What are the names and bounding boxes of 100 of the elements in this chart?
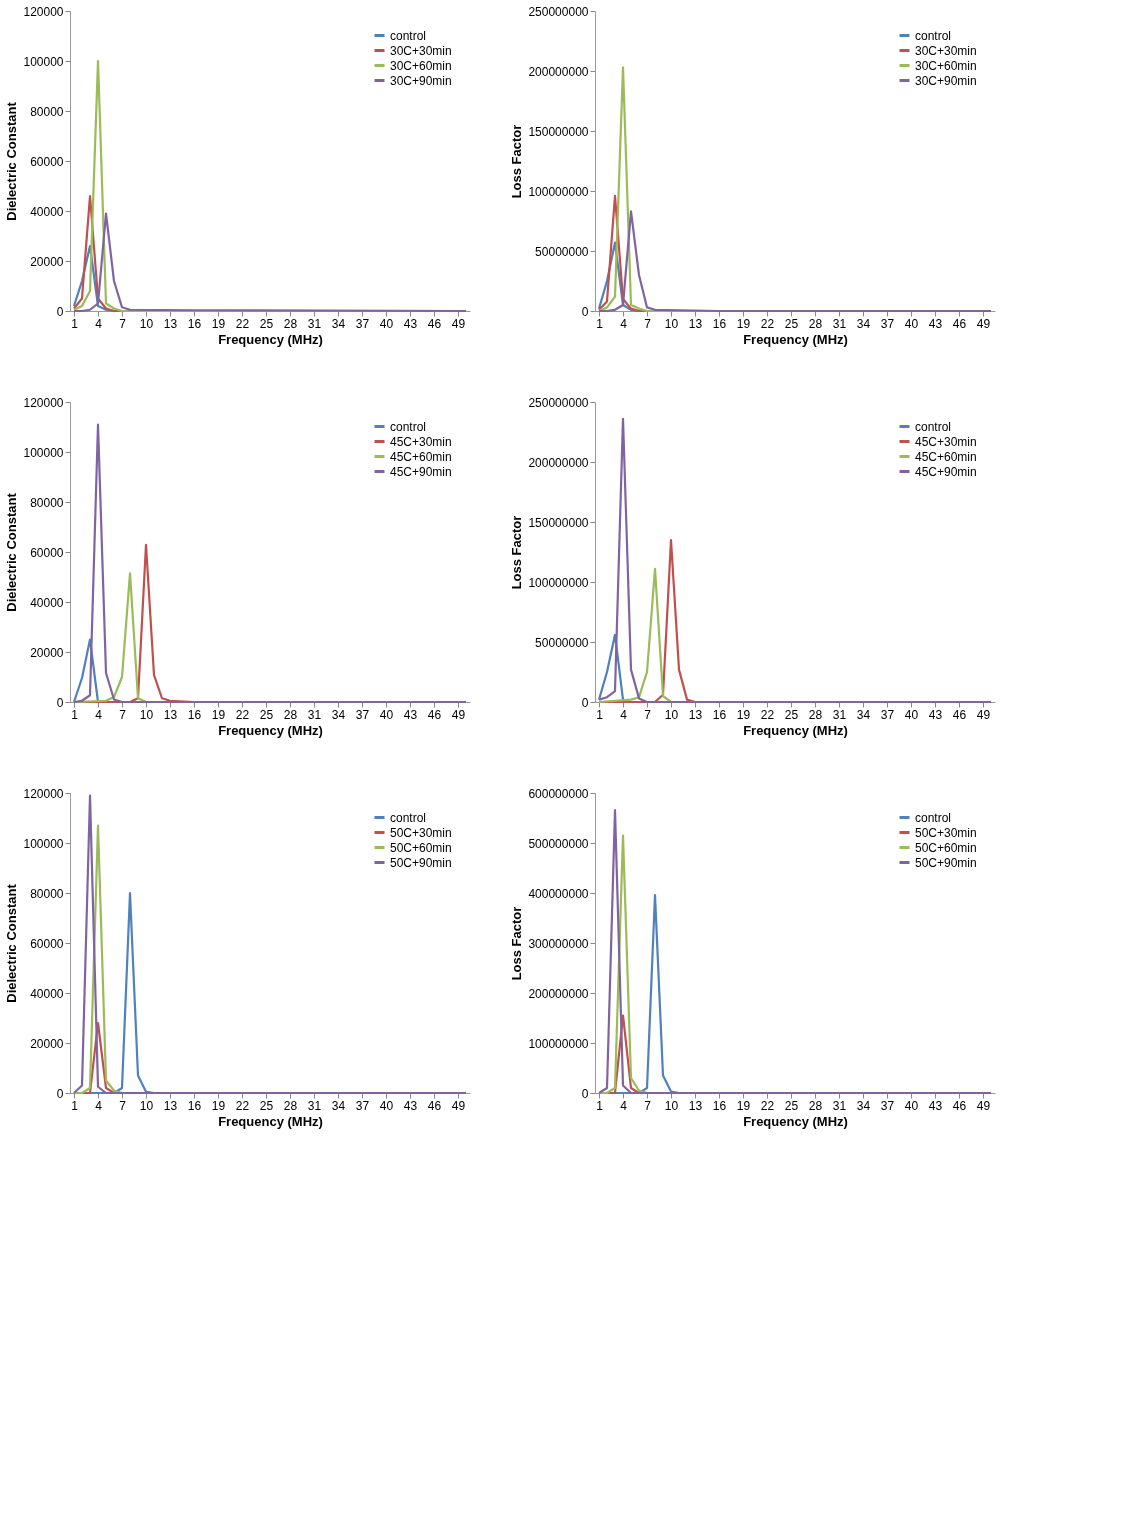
x-tick-label: 4 — [620, 707, 628, 722]
x-tick-label: 40 — [379, 1098, 394, 1113]
y-axis-title: Dielectric Constant — [4, 492, 20, 612]
x-tick-label: 22 — [760, 707, 775, 722]
x-tick-label: 46 — [952, 1098, 967, 1113]
x-tick-label: 31 — [832, 316, 847, 331]
y-tick-label: 40000 — [30, 986, 64, 1001]
x-tick-label: 10 — [139, 1098, 154, 1113]
x-tick-label: 43 — [928, 707, 943, 722]
y-tick-label: 0 — [56, 695, 64, 710]
x-tick-label: 28 — [808, 1098, 823, 1113]
x-tick-label: 22 — [760, 1098, 775, 1113]
x-tick-label: 19 — [736, 707, 751, 722]
x-tick-label: 22 — [235, 316, 250, 331]
x-tick-label: 40 — [379, 316, 394, 331]
legend-label: 30C+30min — [390, 43, 452, 58]
x-tick-label: 19 — [211, 316, 226, 331]
legend-label: 50C+90min — [915, 855, 977, 870]
x-tick-label: 10 — [664, 1098, 679, 1113]
x-tick-label: 7 — [644, 316, 652, 331]
x-tick-label: 37 — [880, 707, 895, 722]
y-axis-title: Loss Factor — [509, 124, 525, 199]
x-tick-label: 34 — [856, 316, 871, 331]
y-tick-label: 20000 — [30, 254, 64, 269]
x-tick-label: 28 — [283, 1098, 298, 1113]
x-tick-label: 46 — [952, 707, 967, 722]
x-tick-label: 25 — [784, 316, 799, 331]
y-axis-title: Loss Factor — [509, 906, 525, 981]
y-tick-label: 500000000 — [528, 836, 589, 851]
x-tick-label: 31 — [832, 1098, 847, 1113]
x-tick-label: 1 — [71, 707, 79, 722]
legend-label: control — [915, 28, 952, 43]
x-tick-label: 34 — [331, 1098, 346, 1113]
legend-label: control — [390, 810, 427, 825]
y-tick-label: 250000000 — [528, 395, 589, 410]
x-tick-label: 7 — [119, 316, 127, 331]
x-tick-label: 28 — [283, 707, 298, 722]
x-axis-title: Frequency (MHz) — [218, 331, 323, 347]
legend-label: 50C+60min — [390, 840, 452, 855]
legend-label: 45C+30min — [915, 434, 977, 449]
x-tick-label: 1 — [596, 707, 604, 722]
y-tick-label: 100000000 — [528, 184, 589, 199]
legend-label: 30C+30min — [915, 43, 977, 58]
x-tick-label: 1 — [71, 1098, 79, 1113]
legend-label: 45C+60min — [915, 449, 977, 464]
x-tick-label: 43 — [403, 1098, 418, 1113]
x-tick-label: 22 — [235, 707, 250, 722]
x-tick-label: 46 — [427, 707, 442, 722]
legend-label: control — [390, 28, 427, 43]
x-tick-label: 19 — [211, 1098, 226, 1113]
legend-label: 30C+90min — [390, 73, 452, 88]
y-tick-label: 120000 — [23, 395, 64, 410]
y-tick-label: 0 — [56, 1086, 64, 1101]
y-axis-title: Loss Factor — [509, 515, 525, 590]
x-tick-label: 4 — [620, 1098, 628, 1113]
y-tick-label: 0 — [581, 304, 589, 319]
legend-label: control — [915, 810, 952, 825]
y-tick-label: 150000000 — [528, 515, 589, 530]
y-tick-label: 80000 — [30, 104, 64, 119]
y-tick-label: 100000000 — [528, 1036, 589, 1051]
x-tick-label: 40 — [379, 707, 394, 722]
x-tick-label: 1 — [596, 316, 604, 331]
y-tick-label: 100000 — [23, 836, 64, 851]
x-tick-label: 16 — [712, 707, 727, 722]
x-tick-label: 16 — [712, 316, 727, 331]
x-tick-label: 7 — [644, 1098, 652, 1113]
y-axis-title: Dielectric Constant — [4, 883, 20, 1003]
x-tick-label: 13 — [688, 1098, 703, 1113]
x-tick-label: 34 — [331, 707, 346, 722]
x-tick-label: 10 — [139, 316, 154, 331]
y-tick-label: 100000 — [23, 54, 64, 69]
x-tick-label: 37 — [880, 1098, 895, 1113]
x-axis-title: Frequency (MHz) — [218, 722, 323, 738]
y-tick-label: 60000 — [30, 936, 64, 951]
x-tick-label: 49 — [451, 707, 466, 722]
x-axis-title: Frequency (MHz) — [743, 722, 848, 738]
x-tick-label: 7 — [119, 707, 127, 722]
legend-label: control — [915, 419, 952, 434]
x-tick-label: 10 — [664, 316, 679, 331]
x-tick-label: 49 — [976, 707, 991, 722]
y-tick-label: 150000000 — [528, 124, 589, 139]
y-tick-label: 80000 — [30, 495, 64, 510]
y-tick-label: 0 — [56, 304, 64, 319]
y-tick-label: 0 — [581, 695, 589, 710]
x-tick-label: 10 — [139, 707, 154, 722]
x-tick-label: 25 — [259, 1098, 274, 1113]
x-tick-label: 37 — [880, 316, 895, 331]
x-axis-title: Frequency (MHz) — [743, 1113, 848, 1129]
x-tick-label: 37 — [355, 316, 370, 331]
y-tick-label: 80000 — [30, 886, 64, 901]
x-tick-label: 25 — [784, 707, 799, 722]
legend-label: 30C+60min — [390, 58, 452, 73]
legend-label: 30C+60min — [915, 58, 977, 73]
x-axis-title: Frequency (MHz) — [218, 1113, 323, 1129]
x-tick-label: 4 — [95, 707, 103, 722]
x-tick-label: 43 — [928, 1098, 943, 1113]
y-tick-label: 40000 — [30, 204, 64, 219]
x-tick-label: 28 — [808, 316, 823, 331]
x-tick-label: 34 — [331, 316, 346, 331]
y-tick-label: 200000000 — [528, 986, 589, 1001]
